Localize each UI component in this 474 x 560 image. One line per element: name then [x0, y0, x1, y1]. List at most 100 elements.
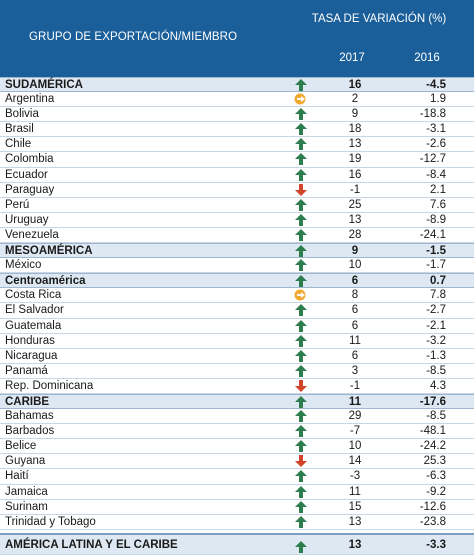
year-2017-header: 2017: [339, 52, 365, 64]
table-row: Costa Rica 8 7.8: [0, 288, 474, 304]
trend-up-icon: [294, 198, 308, 211]
trend-up-icon: [294, 364, 308, 377]
row-name: Panamá: [5, 364, 48, 377]
value-2016: -48.1: [419, 425, 446, 438]
trend-flat-icon: [294, 289, 308, 301]
trend-up-icon: [294, 334, 308, 347]
value-2016: 7.8: [430, 289, 446, 302]
trend-up-icon: [294, 138, 308, 151]
table-row: Venezuela 28 -24.1: [0, 228, 474, 244]
value-2016: 1.9: [430, 93, 446, 106]
row-name: Guyana: [5, 455, 46, 468]
value-2017: 9: [351, 245, 359, 258]
value-2016: -1.7: [426, 259, 446, 272]
value-2017: 28: [348, 228, 362, 241]
row-name: Venezuela: [5, 228, 59, 241]
table-row: Paraguay -1 2.1: [0, 183, 474, 198]
row-name: Jamaica: [5, 485, 48, 498]
row-name: Paraguay: [5, 183, 55, 196]
value-2016: -2.7: [426, 304, 446, 317]
value-2017: 14: [348, 455, 362, 468]
value-2016: -8.5: [426, 410, 446, 423]
trend-up-icon: [294, 168, 308, 181]
table-row: Belice 10 -24.2: [0, 439, 474, 455]
table-row: Guyana 14 25.3: [0, 454, 474, 470]
value-2016: -1.5: [426, 245, 446, 258]
trend-up-icon: [294, 259, 308, 272]
value-2016: -3.3: [426, 538, 446, 551]
value-2017: 19: [348, 153, 362, 166]
total-row: AMÉRICA LATINA Y EL CARIBE 13 -3.3: [0, 532, 474, 555]
group-column-header: GRUPO DE EXPORTACIÓN/MIEMBRO: [29, 31, 238, 43]
row-name: Trinidad y Tobago: [5, 515, 96, 528]
value-2017: -3: [349, 470, 361, 483]
trend-up-icon: [294, 410, 308, 423]
trend-up-icon: [294, 245, 308, 258]
value-2017: 25: [348, 198, 362, 211]
value-2016: -2.1: [426, 319, 446, 332]
row-name: Argentina: [5, 93, 55, 106]
value-2017: 6: [351, 319, 359, 332]
row-name: Brasil: [5, 123, 34, 136]
trend-up-icon: [294, 500, 308, 513]
table-row: Ecuador 16 -8.4: [0, 168, 474, 183]
trend-up-icon: [294, 304, 308, 317]
value-2016: -8.4: [426, 168, 446, 181]
trend-down-icon: [294, 455, 308, 468]
table-body: SUDAMÉRICA 16 -4.5 Argentina 2 1.9 Bolivia 9 -18…: [0, 77, 474, 555]
trend-up-icon: [294, 319, 308, 332]
value-2016: -8.9: [426, 213, 446, 226]
value-2016: -4.5: [426, 79, 446, 91]
value-2016: -23.8: [419, 515, 446, 528]
row-name: Barbados: [5, 425, 55, 438]
value-2017: 13: [348, 138, 362, 151]
table-row: El Salvador 6 -2.7: [0, 303, 474, 319]
value-2017: 8: [351, 289, 359, 302]
value-2016: -24.2: [419, 440, 446, 453]
value-2017: -1: [349, 183, 361, 196]
row-name: Perú: [5, 198, 30, 211]
table-header: GRUPO DE EXPORTACIÓN/MIEMBRO TASA DE VAR…: [0, 0, 474, 77]
value-2017: -1: [349, 379, 361, 392]
table-row: Barbados -7 -48.1: [0, 424, 474, 440]
table-row: Brasil 18 -3.1: [0, 122, 474, 138]
value-2017: 11: [349, 334, 361, 347]
value-2016: 7.6: [430, 198, 446, 211]
trend-up-icon: [294, 540, 308, 553]
trend-up-icon: [294, 213, 308, 226]
row-name: Costa Rica: [5, 289, 62, 302]
trend-up-icon: [294, 275, 308, 288]
year-2016-header: 2016: [414, 52, 440, 64]
value-2017: 11: [349, 485, 361, 498]
trend-up-icon: [294, 123, 308, 136]
trend-flat-icon: [294, 93, 308, 105]
table-row: Panamá 3 -8.5: [0, 364, 474, 379]
row-name: Bolivia: [5, 108, 39, 121]
group-row: SUDAMÉRICA 16 -4.5: [0, 77, 474, 93]
row-name: Surinam: [5, 500, 48, 513]
trend-up-icon: [294, 440, 308, 453]
table-row: Honduras 11 -3.2: [0, 334, 474, 349]
table-row: Nicaragua 6 -1.3: [0, 349, 474, 364]
table-row: Guatemala 6 -2.1: [0, 319, 474, 334]
trend-down-icon: [294, 379, 308, 392]
value-2016: -12.6: [419, 500, 446, 513]
value-2016: -3.1: [426, 123, 446, 136]
value-2016: -1.3: [426, 349, 446, 362]
table-row: Chile 13 -2.6: [0, 137, 474, 153]
row-name: Honduras: [5, 334, 55, 347]
value-2017: 9: [351, 108, 359, 121]
row-name: México: [5, 259, 42, 272]
value-2016: -3.2: [426, 334, 446, 347]
trend-up-icon: [294, 349, 308, 362]
row-name: Centroamérica: [5, 275, 86, 288]
trend-up-icon: [294, 515, 308, 528]
value-2017: 3: [351, 364, 359, 377]
table-row: Uruguay 13 -8.9: [0, 213, 474, 228]
trend-up-icon: [294, 79, 308, 91]
value-2017: 6: [351, 304, 359, 317]
row-name: CARIBE: [5, 395, 50, 408]
rate-column-header: TASA DE VARIACIÓN (%): [311, 13, 447, 25]
table-row: Colombia 19 -12.7: [0, 152, 474, 168]
trend-up-icon: [294, 228, 308, 241]
